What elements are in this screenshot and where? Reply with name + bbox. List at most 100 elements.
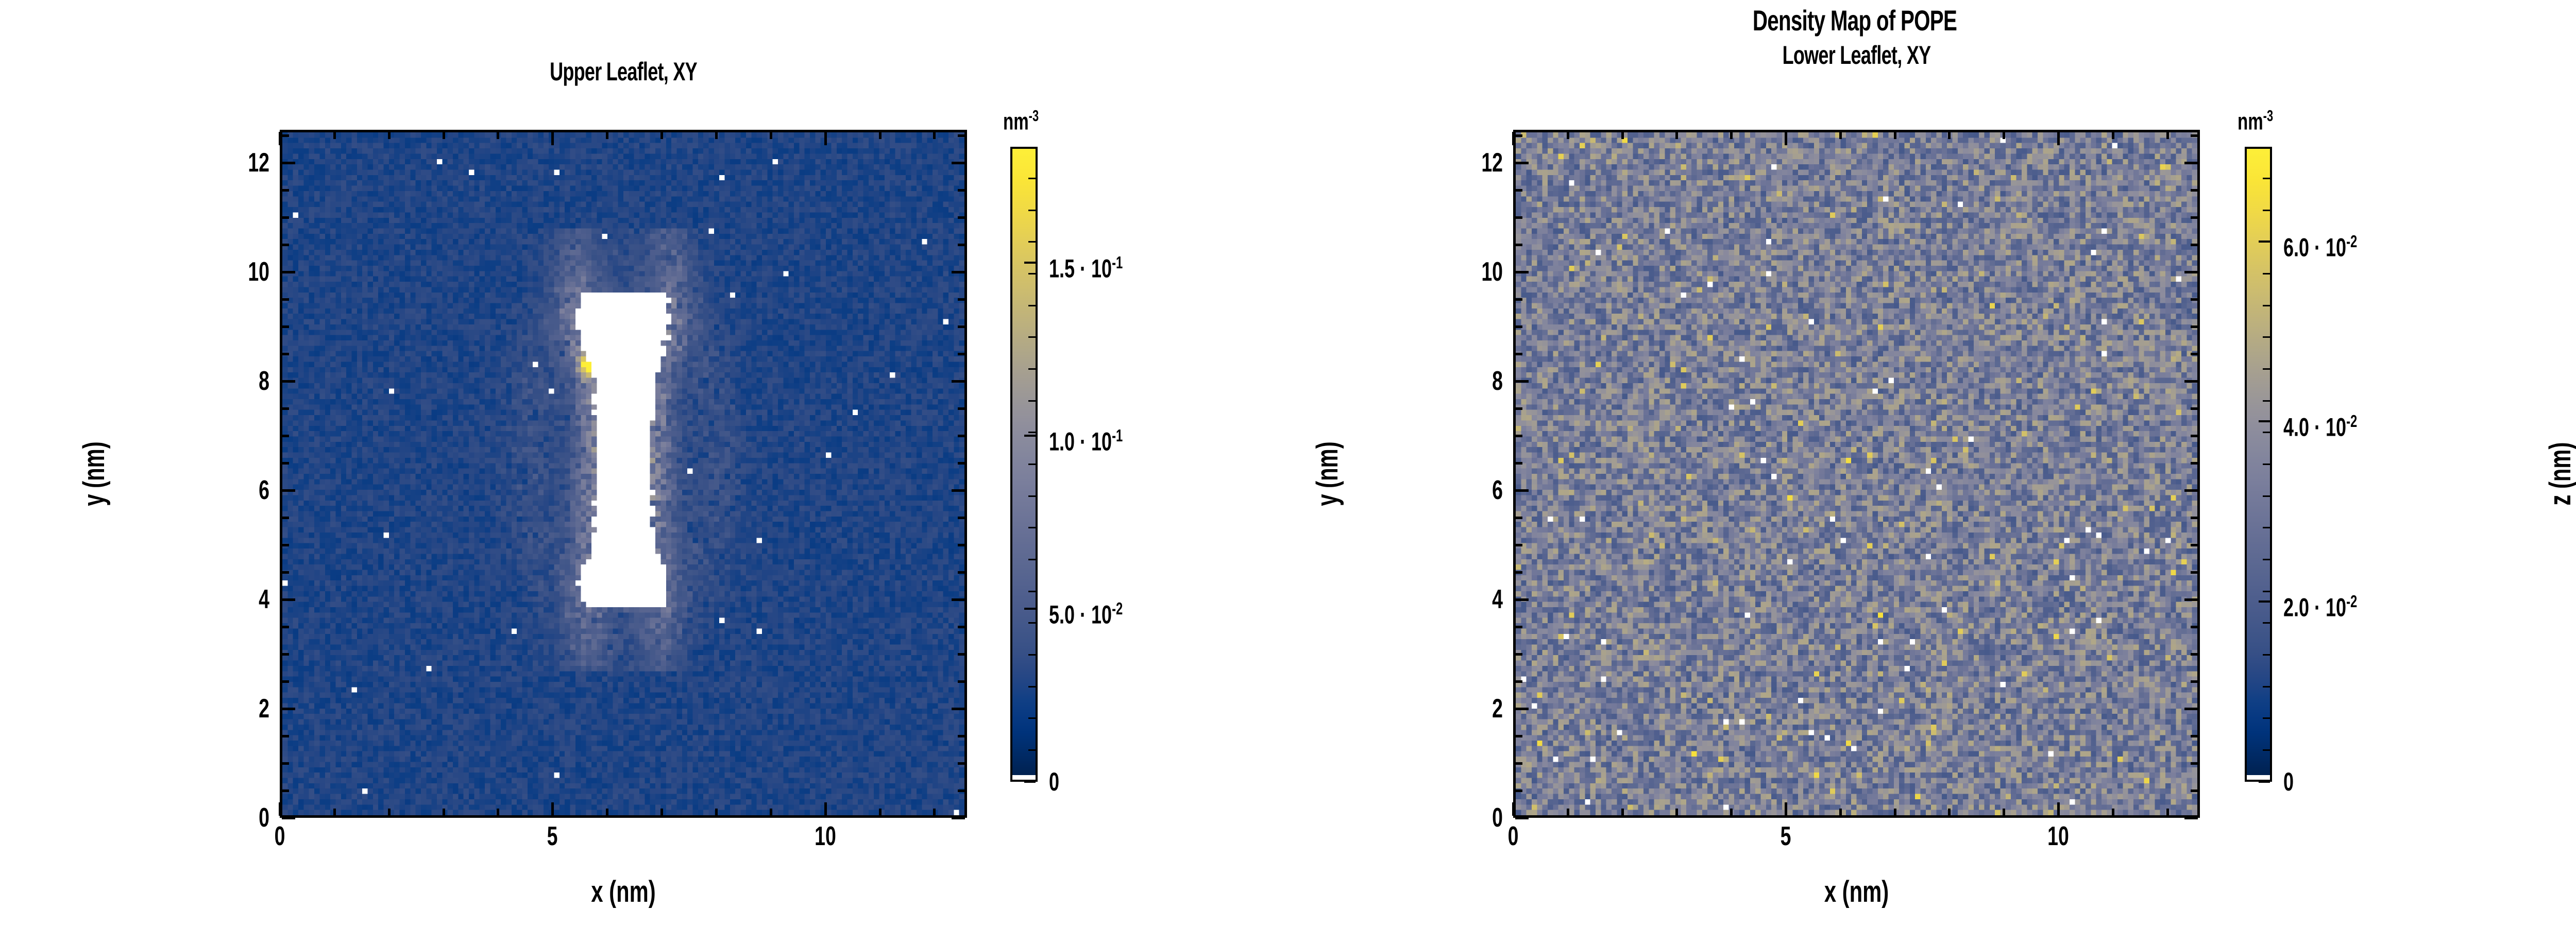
colorbar-tick-minor: [2263, 209, 2270, 211]
y-tick-minor: [2191, 134, 2198, 137]
colorbar-unit-mantissa: nm: [2238, 108, 2263, 135]
y-tick-minor: [958, 543, 965, 546]
colorbar-tick-minor: [1028, 749, 1036, 751]
y-tick-major: [282, 489, 295, 492]
y-tick-minor: [2191, 543, 2198, 546]
x-tick-minor: [769, 132, 772, 139]
x-tick-major: [551, 802, 554, 816]
colorbar-tick-minor: [1028, 495, 1036, 497]
y-tick-minor: [958, 625, 965, 628]
y-tick-minor: [282, 734, 289, 737]
x-tick-minor: [497, 132, 500, 139]
colorbar-tick-minor: [1028, 590, 1036, 592]
x-tick-minor: [715, 132, 718, 139]
y-tick-minor: [2191, 762, 2198, 765]
x-tick-label: 5: [547, 821, 558, 851]
y-tick-right: [2184, 161, 2198, 164]
x-tick-top: [279, 132, 281, 145]
y-tick-minor: [1515, 461, 1522, 465]
y-tick-minor: [1515, 571, 1522, 574]
y-tick-label: 4: [259, 584, 269, 614]
x-tick-minor: [442, 809, 445, 816]
colorbar-tick: [1024, 262, 1036, 264]
x-tick-major: [279, 802, 281, 816]
y-tick-right: [2184, 707, 2198, 710]
colorbar-unit-exponent: -3: [2263, 108, 2274, 125]
y-tick-minor: [958, 352, 965, 355]
colorbar-tick: [1024, 608, 1036, 610]
x-tick-minor: [1566, 132, 1569, 139]
colorbar-tick-label: 4.0 · 10-2: [2283, 411, 2358, 442]
x-tick-label: 0: [1507, 821, 1519, 851]
y-tick-major: [282, 380, 295, 383]
x-tick-minor: [387, 809, 391, 816]
y-tick-major: [282, 707, 295, 710]
y-tick-minor: [282, 461, 289, 465]
colorbar-unit-exponent: -3: [1028, 108, 1039, 125]
y-tick-minor: [2191, 216, 2198, 219]
y-tick-minor: [282, 407, 289, 410]
colorbar-tick-minor: [2263, 400, 2270, 402]
y-tick-minor: [1515, 625, 1522, 628]
y-tick-right: [2184, 598, 2198, 601]
y-tick-minor: [1515, 789, 1522, 792]
x-tick-minor: [878, 132, 882, 139]
colorbar-tick-minor: [2263, 495, 2270, 497]
colorbar-tick-minor: [1028, 717, 1036, 719]
y-tick-minor: [1515, 243, 1522, 246]
colorbar-tick-minor: [2263, 622, 2270, 624]
y-tick-minor: [958, 188, 965, 192]
x-tick-minor: [333, 809, 336, 816]
y-tick-minor: [958, 762, 965, 765]
x-tick-minor: [1566, 809, 1569, 816]
y-axis-label-2: z (nm): [2544, 442, 2576, 506]
y-tick-right: [952, 270, 965, 273]
x-tick-top: [2057, 132, 2060, 145]
y-tick-minor: [2191, 516, 2198, 519]
y-tick-major: [1515, 598, 1529, 601]
y-axis-label-1: y (nm): [1311, 441, 1344, 506]
x-axis-label-0: x (nm): [591, 875, 656, 908]
colorbar-tick: [2259, 781, 2270, 783]
x-tick-label: 10: [2047, 821, 2069, 851]
colorbar-unit-label-1: nm-3: [2238, 105, 2273, 133]
y-tick-minor: [282, 216, 289, 219]
x-tick-minor: [2003, 132, 2006, 139]
y-tick-major: [1515, 161, 1529, 164]
y-tick-minor: [282, 325, 289, 328]
y-tick-right: [2184, 380, 2198, 383]
x-tick-major: [1784, 802, 1787, 816]
y-tick-minor: [958, 407, 965, 410]
y-tick-minor: [2191, 653, 2198, 656]
y-tick-minor: [2191, 625, 2198, 628]
y-tick-minor: [282, 516, 289, 519]
y-tick-right: [952, 489, 965, 492]
colorbar-tick-minor: [1028, 209, 1036, 211]
x-tick-minor: [769, 809, 772, 816]
colorbar-under-band: [2247, 775, 2270, 780]
x-tick-minor: [660, 809, 664, 816]
y-tick-minor: [282, 653, 289, 656]
y-tick-label: 8: [259, 366, 269, 396]
y-tick-minor: [958, 516, 965, 519]
x-tick-top: [1512, 132, 1515, 145]
plot-area-1: [1513, 130, 2200, 818]
y-tick-minor: [958, 680, 965, 683]
y-tick-minor: [1515, 516, 1522, 519]
colorbar-tick-minor: [2263, 558, 2270, 560]
x-tick-major: [824, 802, 827, 816]
colorbar-tick-label: 1.0 · 10-1: [1049, 426, 1123, 456]
y-tick-label: 0: [259, 803, 269, 833]
y-tick-major: [1515, 489, 1529, 492]
y-tick-label: 2: [1492, 693, 1503, 724]
colorbar-tick-label: 2.0 · 10-2: [2283, 592, 2358, 622]
colorbar-tick-minor: [1028, 558, 1036, 560]
x-tick-minor: [1839, 132, 1842, 139]
x-tick-minor: [715, 809, 718, 816]
colorbar-tick-minor: [2263, 336, 2270, 338]
x-tick-minor: [1948, 809, 1951, 816]
y-tick-minor: [282, 243, 289, 246]
x-tick-minor: [333, 132, 336, 139]
plot-area-0: [280, 130, 967, 818]
